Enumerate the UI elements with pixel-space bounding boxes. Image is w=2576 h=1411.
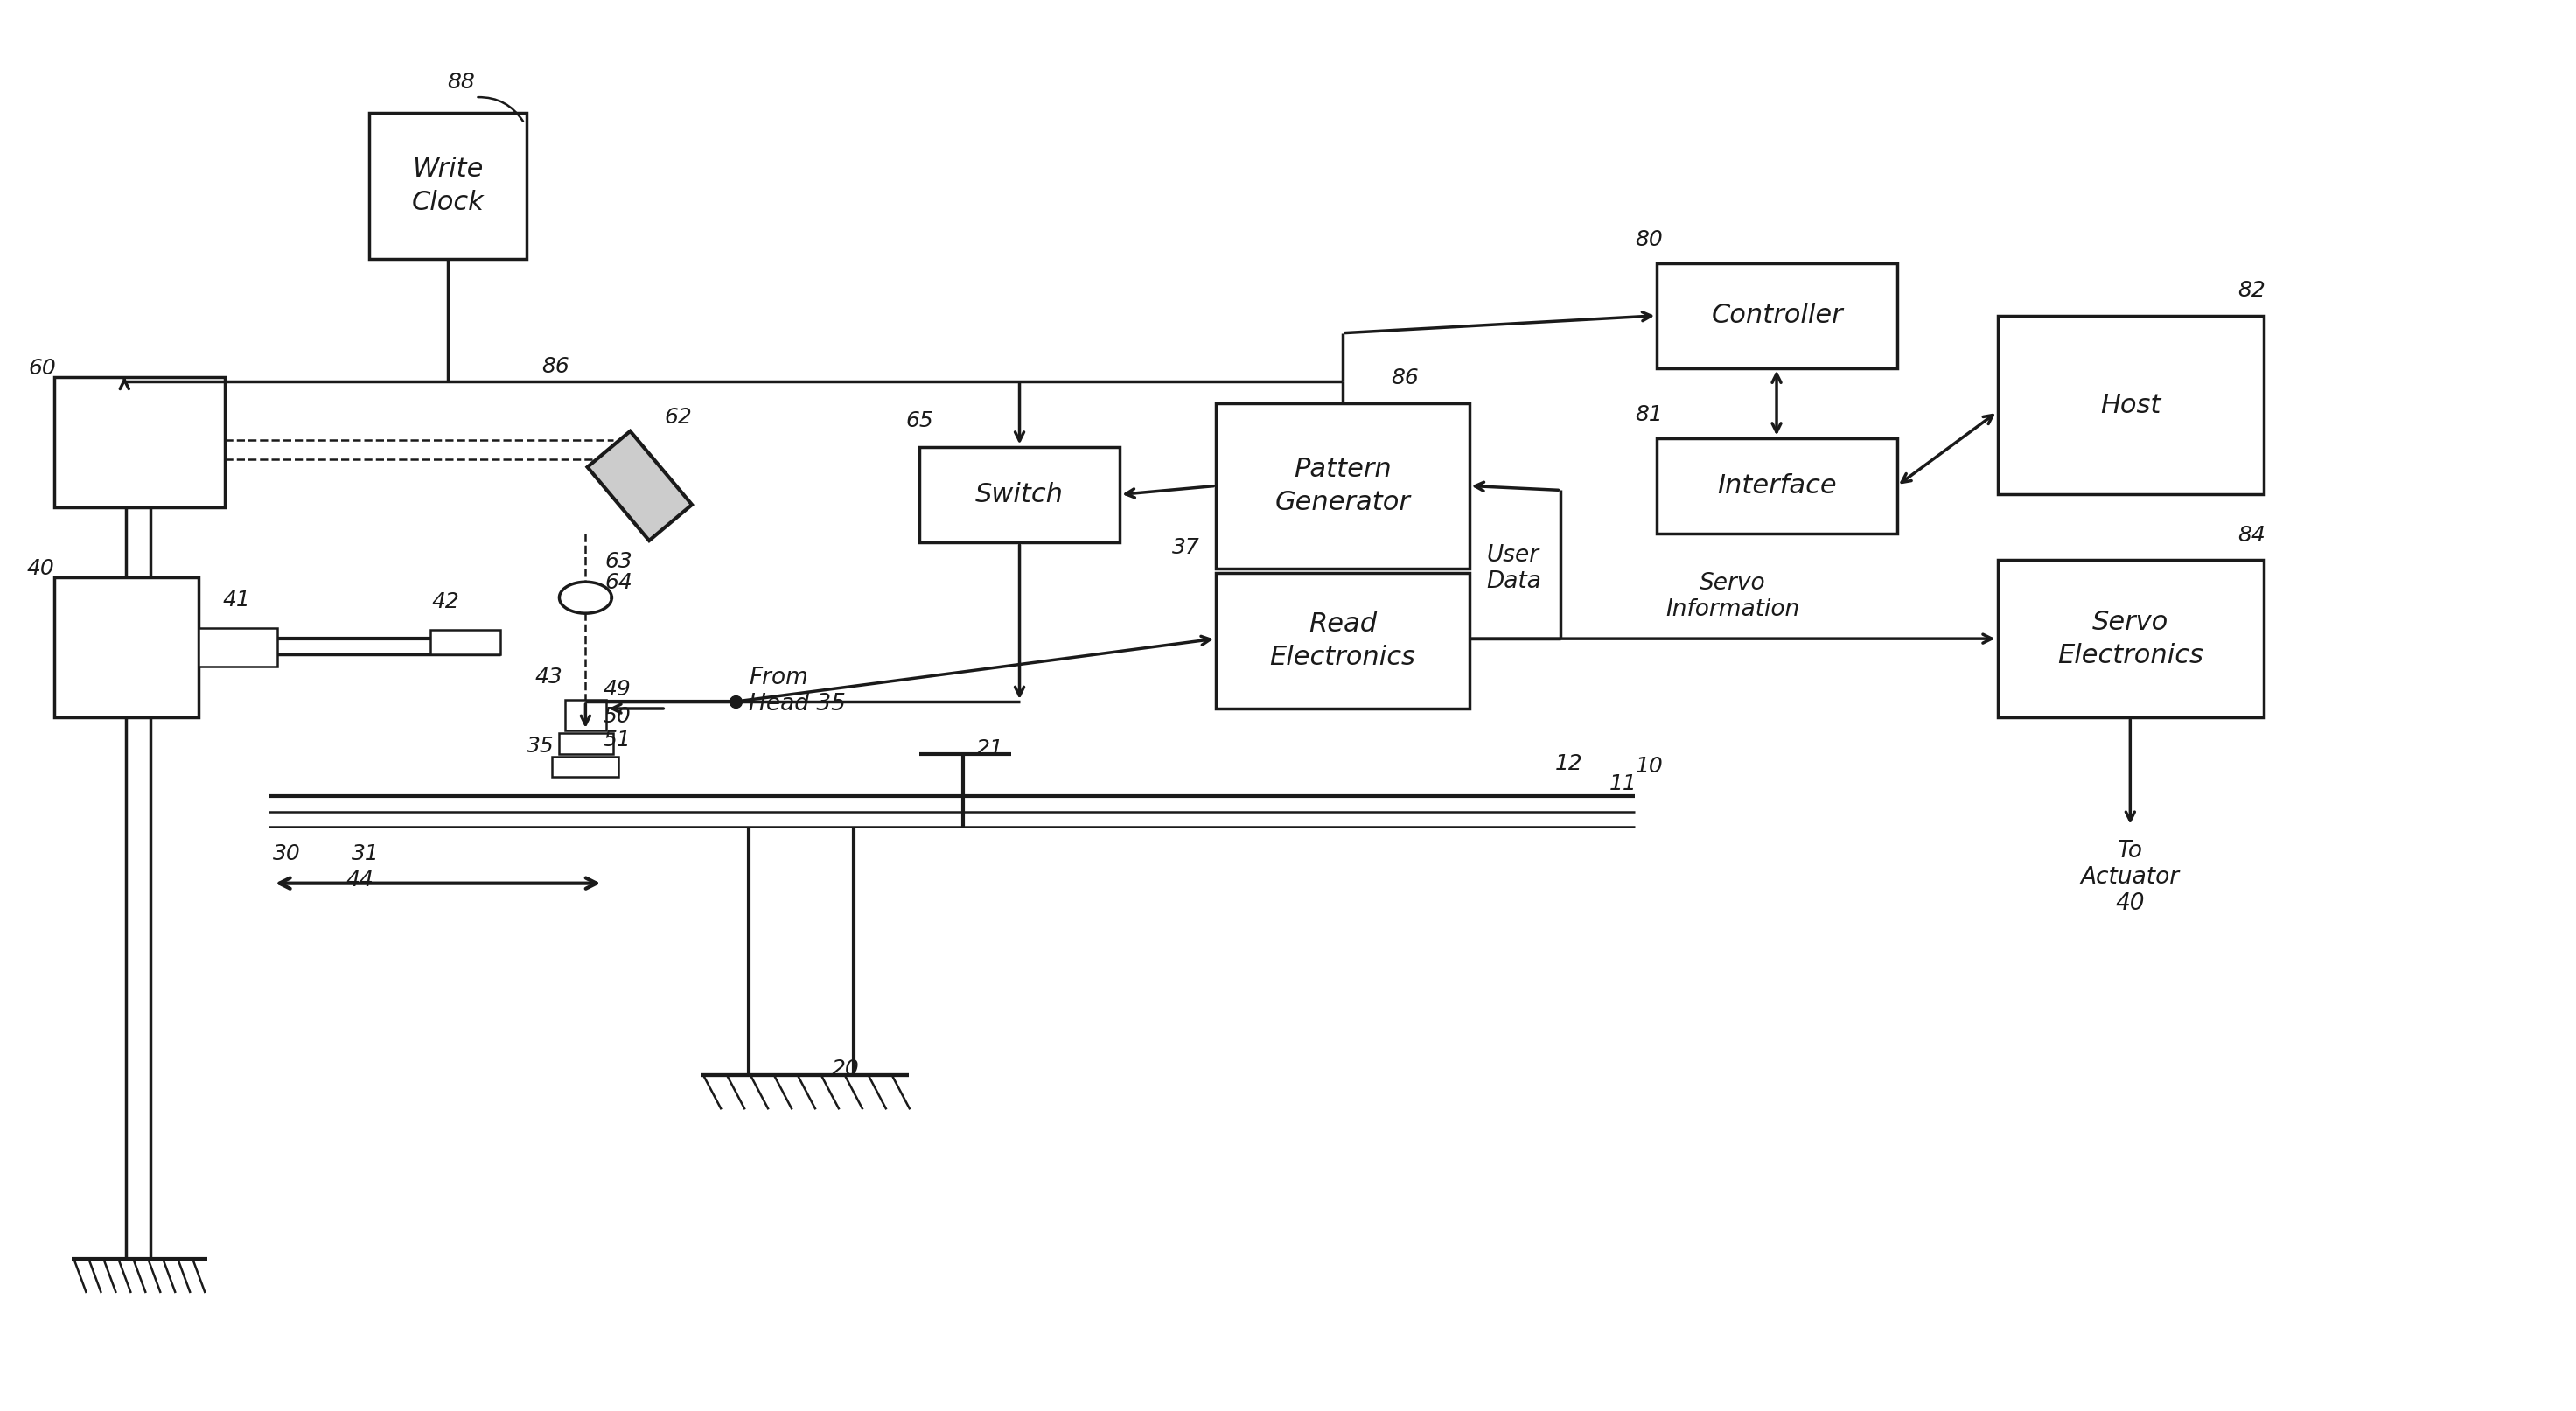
Text: 50: 50 — [603, 706, 631, 727]
Bar — [1656, 264, 1896, 368]
Text: 40: 40 — [26, 559, 54, 580]
Text: 11: 11 — [1610, 773, 1636, 794]
Text: 86: 86 — [541, 356, 569, 377]
Text: 42: 42 — [433, 591, 459, 612]
Text: Servo
Information: Servo Information — [1667, 573, 1801, 621]
Bar — [1216, 573, 1468, 708]
Text: 82: 82 — [2239, 279, 2264, 301]
Bar — [551, 756, 618, 776]
Polygon shape — [587, 432, 693, 540]
Bar — [368, 113, 526, 258]
Text: 51: 51 — [603, 729, 631, 751]
Text: 80: 80 — [1636, 229, 1664, 250]
Text: 31: 31 — [350, 842, 379, 864]
Bar — [1216, 404, 1468, 569]
Bar — [430, 629, 500, 655]
Text: 86: 86 — [1391, 367, 1419, 388]
Text: 35: 35 — [526, 735, 554, 756]
Bar — [54, 377, 224, 508]
Text: 41: 41 — [222, 590, 250, 611]
Text: 62: 62 — [665, 406, 693, 428]
Text: 20: 20 — [832, 1058, 860, 1079]
Text: 60: 60 — [28, 357, 57, 378]
Text: From
Head 35: From Head 35 — [750, 666, 845, 715]
Bar — [198, 628, 278, 666]
Text: 43: 43 — [536, 666, 562, 687]
Text: 81: 81 — [1636, 404, 1664, 425]
Text: Read
Electronics: Read Electronics — [1270, 611, 1417, 670]
Text: 10: 10 — [1636, 756, 1664, 776]
Bar — [1996, 560, 2264, 717]
Text: User
Data: User Data — [1486, 545, 1540, 594]
Text: 64: 64 — [605, 573, 634, 593]
Text: 65: 65 — [907, 409, 933, 430]
Text: Pattern
Generator: Pattern Generator — [1275, 457, 1409, 515]
Text: 21: 21 — [976, 738, 1005, 759]
Text: Write
Clock: Write Clock — [412, 157, 484, 216]
Text: Host: Host — [2099, 392, 2161, 418]
Bar — [54, 577, 198, 717]
Text: 12: 12 — [1556, 753, 1582, 775]
Text: 84: 84 — [2239, 525, 2264, 546]
Text: 88: 88 — [448, 72, 477, 93]
Bar — [564, 700, 605, 731]
Text: Controller: Controller — [1710, 303, 1842, 329]
Text: 44: 44 — [345, 869, 374, 890]
Text: 30: 30 — [273, 842, 301, 864]
Bar — [1656, 437, 1896, 533]
Bar — [559, 732, 613, 753]
Bar — [1996, 316, 2264, 495]
Text: 37: 37 — [1172, 538, 1200, 559]
Text: Servo
Electronics: Servo Electronics — [2058, 610, 2202, 667]
Bar — [920, 446, 1121, 543]
Text: 49: 49 — [603, 679, 631, 700]
Text: Interface: Interface — [1718, 473, 1837, 498]
Text: Switch: Switch — [976, 483, 1064, 508]
Text: To
Actuator
40: To Actuator 40 — [2081, 840, 2179, 914]
Text: 63: 63 — [605, 552, 634, 573]
